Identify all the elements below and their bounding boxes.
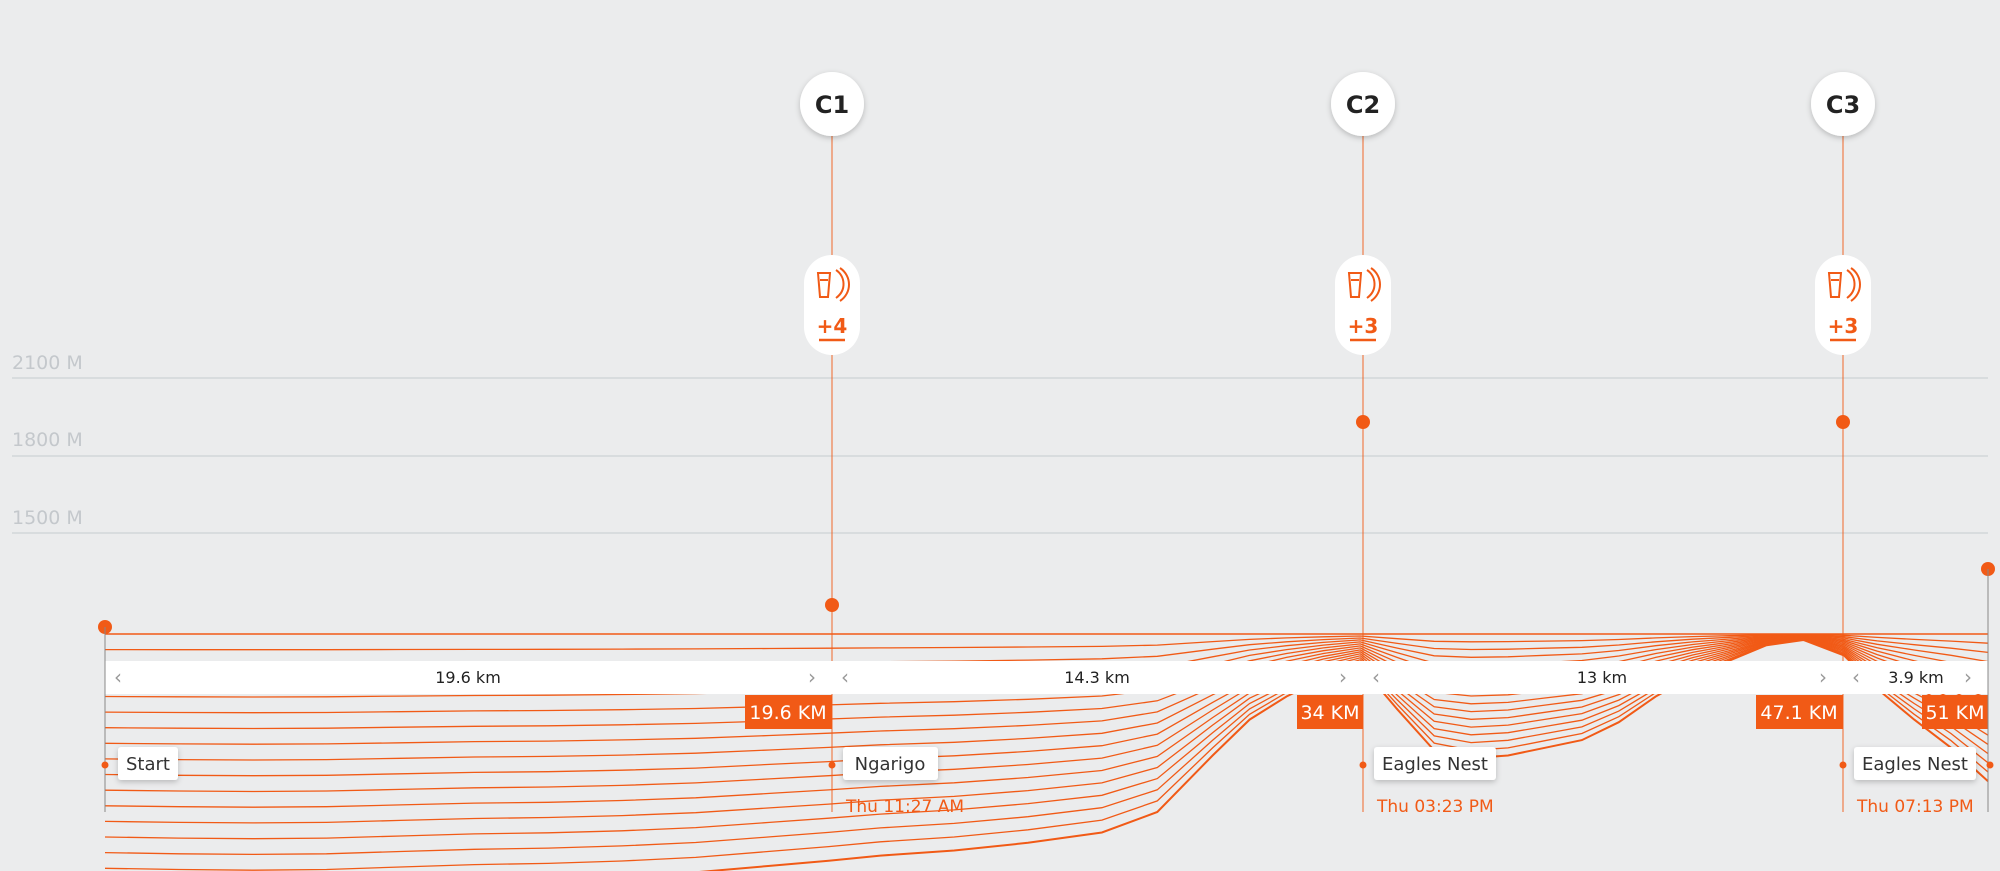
aid-count: +3: [1828, 314, 1859, 338]
marker-c3[interactable]: [1836, 415, 1850, 429]
segment-1[interactable]: ‹ 19.6 km ›: [114, 665, 816, 689]
marker-c1[interactable]: [825, 598, 839, 612]
elevation-layer-6: [104, 635, 1989, 730]
arrival-time: Thu 07:13 PM: [1856, 797, 1974, 817]
km-badge: [745, 695, 832, 729]
location-dot: [101, 761, 109, 769]
chevron-right-icon[interactable]: ›: [1819, 665, 1827, 689]
location-name: Ngarigo: [855, 754, 926, 775]
km-badge: [1922, 695, 1988, 729]
segment-4[interactable]: ‹ 3.9 km ›: [1852, 665, 1972, 689]
checkpoint-badge[interactable]: [800, 72, 864, 136]
km-badge: [1297, 695, 1363, 729]
checkpoint-label: C1: [815, 91, 849, 119]
segment-distance: 13 km: [1577, 668, 1627, 687]
grid-lines: [12, 377, 1988, 534]
location-card[interactable]: [1374, 747, 1496, 780]
location-dot: [1839, 761, 1847, 769]
arrival-time: Thu 11:27 AM: [845, 797, 964, 817]
chevron-right-icon[interactable]: ›: [1339, 665, 1347, 689]
checkpoint-badge[interactable]: [1811, 72, 1875, 136]
segment-distance: 19.6 km: [435, 668, 501, 687]
location-card[interactable]: [118, 747, 178, 780]
elevation-layer-1: [104, 633, 1989, 651]
checkpoint-badge[interactable]: [1331, 72, 1395, 136]
chevron-left-icon[interactable]: ‹: [114, 665, 122, 689]
checkpoint-c1[interactable]: C1 +4: [800, 72, 864, 812]
segment-distance: 14.3 km: [1064, 668, 1130, 687]
km-marker-1: 19.6 KM: [745, 695, 832, 729]
chevron-left-icon[interactable]: ‹: [841, 665, 849, 689]
location-card[interactable]: [843, 747, 938, 780]
aid-count: +4: [817, 314, 848, 338]
food-drink-icon: [1827, 267, 1861, 302]
km-marker-3: 47.1 KM: [1756, 695, 1843, 729]
y-tick-1800: 1800 M: [12, 429, 83, 451]
segment-3[interactable]: ‹ 13 km ›: [1372, 665, 1827, 689]
checkpoint-c2[interactable]: C2 +3: [1331, 72, 1395, 812]
km-marker-4: 51 KM: [1922, 695, 1988, 729]
checkpoint-label: C2: [1346, 91, 1380, 119]
km-label: 47.1 KM: [1760, 702, 1837, 724]
location-name: Eagles Nest: [1382, 754, 1488, 775]
km-label: 19.6 KM: [749, 702, 826, 724]
chevron-right-icon[interactable]: ›: [1964, 665, 1972, 689]
location-dot: [828, 761, 836, 769]
segment-2[interactable]: ‹ 14.3 km ›: [841, 665, 1347, 689]
location-eagles-nest-2[interactable]: Eagles Nest Thu 07:13 PM: [1839, 747, 1977, 817]
location-ngarigo[interactable]: Ngarigo Thu 11:27 AM: [828, 747, 965, 817]
food-drink-icon: [1347, 267, 1381, 302]
location-card[interactable]: [1854, 747, 1976, 780]
checkpoint-label: C3: [1826, 91, 1860, 119]
elevation-layer-4: [104, 634, 1989, 698]
km-badge: [1756, 695, 1843, 729]
marker-c2[interactable]: [1356, 415, 1370, 429]
aid-count: +3: [1348, 314, 1379, 338]
location-name: Eagles Nest: [1862, 754, 1968, 775]
segment-distance: 3.9 km: [1888, 668, 1943, 687]
chevron-left-icon[interactable]: ‹: [1852, 665, 1860, 689]
chevron-right-icon[interactable]: ›: [808, 665, 816, 689]
location-name: Start: [126, 754, 170, 775]
location-eagles-nest-1[interactable]: Eagles Nest Thu 03:23 PM: [1359, 747, 1497, 817]
segment-bar: [105, 661, 1988, 694]
km-label: 34 KM: [1300, 702, 1359, 724]
elevation-layer-7: [104, 635, 1989, 745]
y-tick-1500: 1500 M: [12, 507, 83, 529]
profile-markers: [98, 415, 1995, 634]
food-drink-icon: [816, 267, 850, 302]
location-start[interactable]: Start: [101, 747, 179, 780]
location-dot: [1359, 761, 1367, 769]
elevation-layer-8: [104, 636, 1989, 761]
y-tick-2100: 2100 M: [12, 352, 83, 374]
elevation-layer-9: [104, 636, 1989, 777]
location-dot-finish: [1986, 761, 1994, 769]
chevron-left-icon[interactable]: ‹: [1372, 665, 1380, 689]
arrival-time: Thu 03:23 PM: [1376, 797, 1494, 817]
km-marker-2: 34 KM: [1297, 695, 1363, 729]
km-label: 51 KM: [1925, 702, 1984, 724]
checkpoint-c3[interactable]: C3 +3: [1811, 72, 1875, 812]
elevation-layer-5: [104, 635, 1989, 714]
